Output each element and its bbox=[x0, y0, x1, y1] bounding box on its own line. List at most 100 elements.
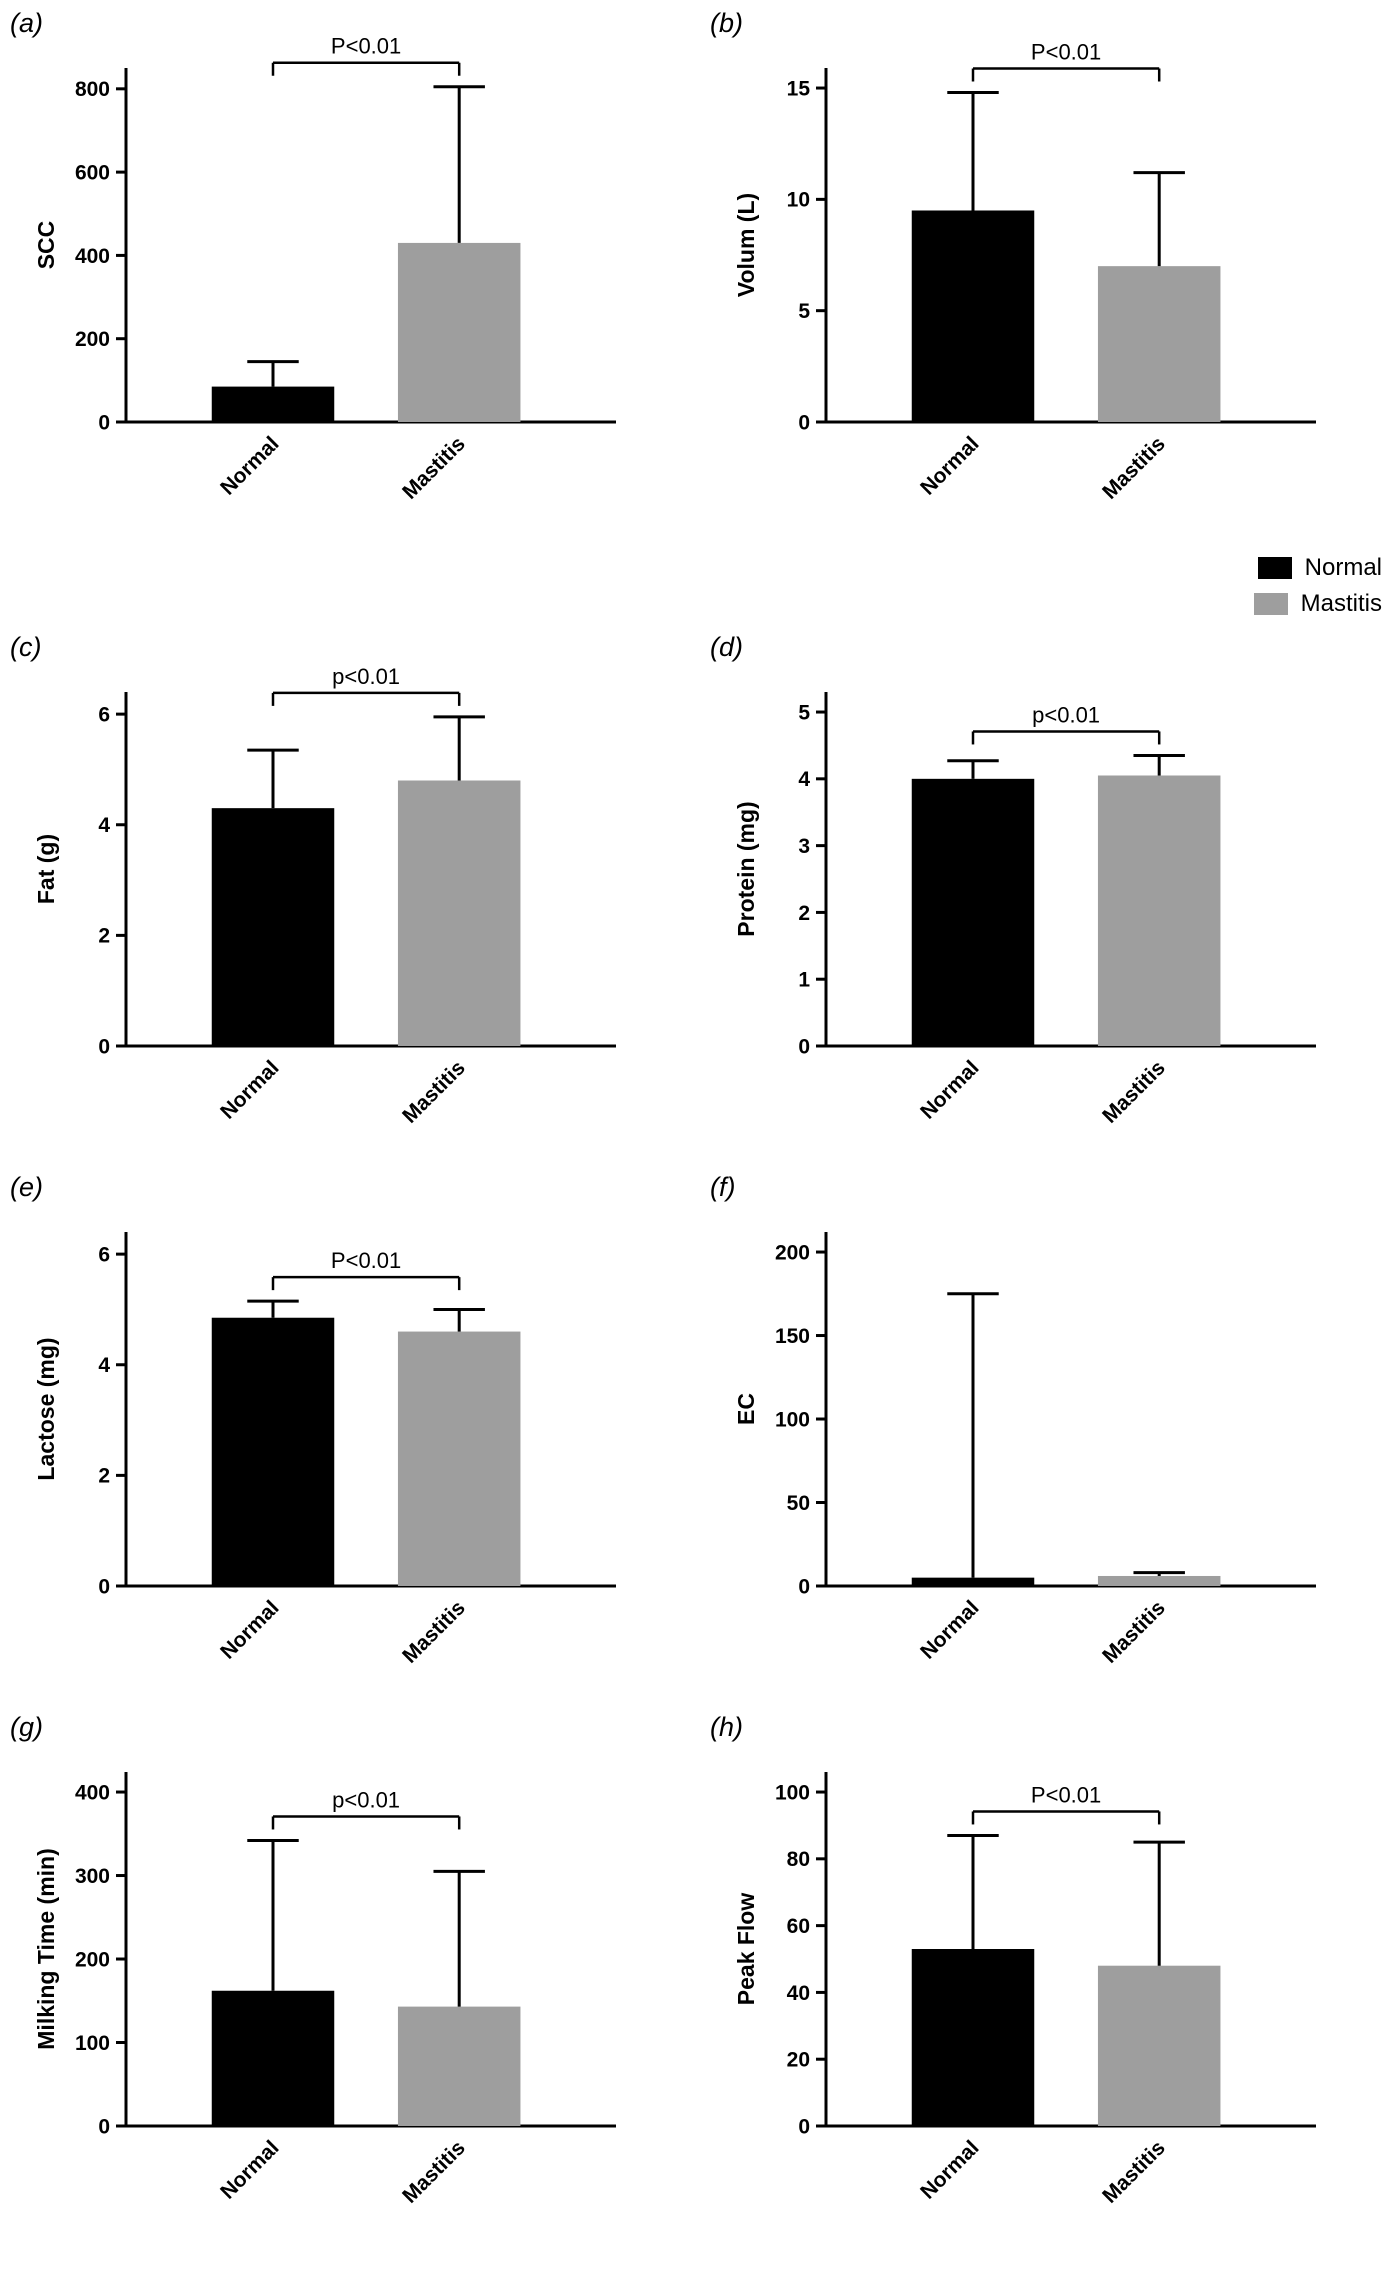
chart-canvas-d: 0 1 2 3 4 5 Protein (mg) Normal Mastitis p<0.01 bbox=[718, 628, 1378, 1171]
chart-row-2: (c) 0 2 4 6 Fat (g) Normal Mastitis p<0.01 (d) … bbox=[0, 628, 1400, 1168]
svg-text:0: 0 bbox=[98, 1575, 110, 1598]
chart-canvas-a: 0 200 400 600 800 SCC Normal Mastitis P<0.01 bbox=[18, 4, 678, 547]
legend-item-normal: Normal bbox=[1257, 554, 1382, 582]
svg-text:Milking Time (min): Milking Time (min) bbox=[33, 1848, 59, 2049]
svg-text:100: 100 bbox=[775, 1781, 810, 1804]
chart-panel-d: (d) 0 1 2 3 4 5 Protein (mg) Normal Mastitis p<0.… bbox=[700, 628, 1400, 1168]
svg-text:800: 800 bbox=[75, 78, 110, 101]
svg-text:4: 4 bbox=[98, 1354, 110, 1377]
chart-canvas-g: 0 100 200 300 400 Milking Time (min) Normal Mas… bbox=[18, 1708, 678, 2251]
legend-label-mastitis: Mastitis bbox=[1300, 590, 1382, 617]
svg-text:15: 15 bbox=[787, 77, 811, 100]
svg-text:200: 200 bbox=[75, 1948, 110, 1971]
chart-panel-c: (c) 0 2 4 6 Fat (g) Normal Mastitis p<0.01 bbox=[0, 628, 700, 1168]
svg-text:Fat (g): Fat (g) bbox=[33, 834, 59, 904]
svg-text:Normal: Normal bbox=[216, 432, 283, 499]
chart-canvas-h: 0 20 40 60 80 100 Peak Flow Normal Mastitis P<0.0… bbox=[718, 1708, 1378, 2251]
svg-text:Mastitis: Mastitis bbox=[398, 2136, 470, 2208]
svg-text:0: 0 bbox=[98, 2115, 110, 2138]
panel-label-e: (e) bbox=[10, 1172, 43, 1202]
svg-text:5: 5 bbox=[798, 701, 810, 724]
chart-row-4: (g) 0 100 200 300 400 Milking Time (min) Norma… bbox=[0, 1708, 1400, 2248]
svg-text:Lactose (mg): Lactose (mg) bbox=[33, 1337, 59, 1480]
legend: Normal Mastitis bbox=[0, 544, 1400, 628]
svg-text:400: 400 bbox=[75, 245, 110, 268]
legend-swatch-normal bbox=[1257, 557, 1292, 579]
svg-text:Normal: Normal bbox=[916, 432, 983, 499]
chart-canvas-c: 0 2 4 6 Fat (g) Normal Mastitis p<0.01 bbox=[18, 628, 678, 1171]
chart-panel-g: (g) 0 100 200 300 400 Milking Time (min) Norma… bbox=[0, 1708, 700, 2248]
legend-item-mastitis: Mastitis bbox=[1253, 590, 1382, 618]
svg-text:SCC: SCC bbox=[33, 221, 59, 270]
svg-text:100: 100 bbox=[775, 1408, 810, 1431]
svg-text:p<0.01: p<0.01 bbox=[1032, 702, 1100, 727]
svg-text:6: 6 bbox=[98, 1243, 110, 1266]
svg-text:Mastitis: Mastitis bbox=[1098, 2136, 1170, 2208]
svg-text:40: 40 bbox=[787, 1982, 810, 2005]
svg-text:Mastitis: Mastitis bbox=[398, 1056, 470, 1128]
svg-text:0: 0 bbox=[98, 411, 110, 434]
svg-text:Normal: Normal bbox=[916, 2136, 983, 2203]
svg-text:Protein (mg): Protein (mg) bbox=[733, 801, 759, 936]
panel-label-d: (d) bbox=[710, 632, 743, 662]
svg-text:100: 100 bbox=[75, 2032, 110, 2055]
panel-label-f: (f) bbox=[710, 1172, 736, 1202]
svg-text:Normal: Normal bbox=[916, 1056, 983, 1123]
legend-swatch-mastitis bbox=[1253, 593, 1288, 615]
svg-text:5: 5 bbox=[798, 300, 810, 323]
svg-text:10: 10 bbox=[787, 189, 810, 212]
svg-text:300: 300 bbox=[75, 1865, 110, 1888]
svg-text:Mastitis: Mastitis bbox=[1098, 432, 1170, 504]
chart-panel-a: (a) 0 200 400 600 800 SCC Normal Mastitis P<0.01 bbox=[0, 4, 700, 544]
svg-text:600: 600 bbox=[75, 161, 110, 184]
svg-text:2: 2 bbox=[98, 1465, 110, 1488]
chart-row-3: (e) 0 2 4 6 Lactose (mg) Normal Mastitis P<0.01… bbox=[0, 1168, 1400, 1708]
svg-text:2: 2 bbox=[798, 902, 810, 925]
svg-text:Mastitis: Mastitis bbox=[1098, 1056, 1170, 1128]
svg-text:p<0.01: p<0.01 bbox=[332, 664, 400, 689]
svg-text:Peak Flow: Peak Flow bbox=[733, 1893, 759, 2006]
svg-text:Normal: Normal bbox=[216, 1596, 283, 1663]
svg-text:200: 200 bbox=[75, 328, 110, 351]
svg-text:6: 6 bbox=[98, 703, 110, 726]
chart-panel-b: (b) 0 5 10 15 Volum (L) Normal Mastitis P<0.01 bbox=[700, 4, 1400, 544]
panel-label-h: (h) bbox=[710, 1712, 743, 1742]
svg-text:2: 2 bbox=[98, 925, 110, 948]
legend-label-normal: Normal bbox=[1304, 554, 1382, 581]
chart-canvas-b: 0 5 10 15 Volum (L) Normal Mastitis P<0.01 bbox=[718, 4, 1378, 547]
svg-text:Normal: Normal bbox=[216, 1056, 283, 1123]
panel-label-b: (b) bbox=[710, 8, 743, 38]
panel-label-a: (a) bbox=[10, 8, 43, 38]
svg-text:Normal: Normal bbox=[216, 2136, 283, 2203]
svg-text:EC: EC bbox=[733, 1393, 759, 1425]
svg-text:150: 150 bbox=[775, 1325, 810, 1348]
svg-text:200: 200 bbox=[775, 1241, 810, 1264]
svg-text:400: 400 bbox=[75, 1781, 110, 1804]
svg-text:0: 0 bbox=[798, 2115, 810, 2138]
svg-text:Normal: Normal bbox=[916, 1596, 983, 1663]
svg-text:20: 20 bbox=[787, 2049, 810, 2072]
svg-text:p<0.01: p<0.01 bbox=[332, 1787, 400, 1812]
chart-panel-f: (f) 0 50 100 150 200 EC Normal Mastitis bbox=[700, 1168, 1400, 1708]
svg-text:0: 0 bbox=[798, 411, 810, 434]
svg-text:P<0.01: P<0.01 bbox=[1031, 39, 1101, 64]
svg-text:0: 0 bbox=[798, 1575, 810, 1598]
svg-text:P<0.01: P<0.01 bbox=[1031, 1782, 1101, 1807]
chart-panel-h: (h) 0 20 40 60 80 100 Peak Flow Normal Mastitis P… bbox=[700, 1708, 1400, 2248]
svg-text:P<0.01: P<0.01 bbox=[331, 1248, 401, 1273]
svg-text:0: 0 bbox=[98, 1035, 110, 1058]
panel-label-c: (c) bbox=[10, 632, 42, 662]
svg-text:Volum (L): Volum (L) bbox=[733, 193, 759, 297]
svg-text:80: 80 bbox=[787, 1848, 810, 1871]
panel-label-g: (g) bbox=[10, 1712, 43, 1742]
svg-text:4: 4 bbox=[98, 814, 110, 837]
svg-text:Mastitis: Mastitis bbox=[1098, 1596, 1170, 1668]
chart-row-1: (a) 0 200 400 600 800 SCC Normal Mastitis P<0.01… bbox=[0, 4, 1400, 544]
svg-text:1: 1 bbox=[798, 969, 810, 992]
svg-text:3: 3 bbox=[798, 835, 810, 858]
svg-text:Mastitis: Mastitis bbox=[398, 432, 470, 504]
svg-text:Mastitis: Mastitis bbox=[398, 1596, 470, 1668]
chart-panel-e: (e) 0 2 4 6 Lactose (mg) Normal Mastitis P<0.01 bbox=[0, 1168, 700, 1708]
chart-canvas-e: 0 2 4 6 Lactose (mg) Normal Mastitis P<0.01 bbox=[18, 1168, 678, 1711]
